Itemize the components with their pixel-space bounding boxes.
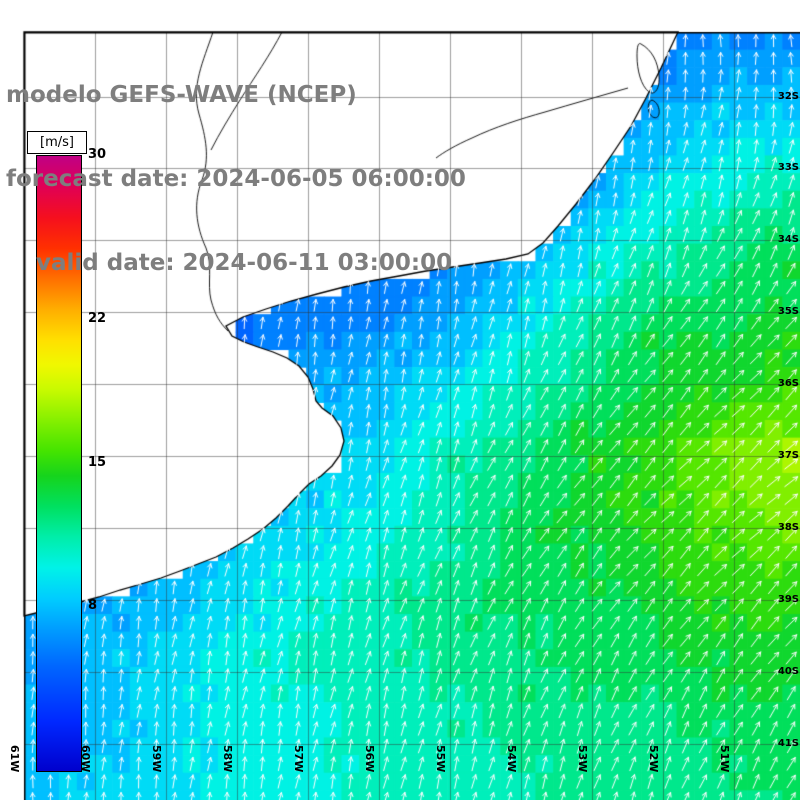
colorbar-unit-label: [m/s]	[27, 131, 87, 154]
colorbar-gradient	[36, 155, 82, 772]
model-title: modelo GEFS-WAVE (NCEP)	[6, 82, 357, 108]
forecast-date-line: forecast date: 2024-06-05 06:00:00	[6, 166, 466, 192]
valid-date-line: valid date: 2024-06-11 03:00:00	[36, 250, 453, 276]
map-header: modelo GEFS-WAVE (NCEP) forecast date: 2…	[6, 25, 466, 333]
